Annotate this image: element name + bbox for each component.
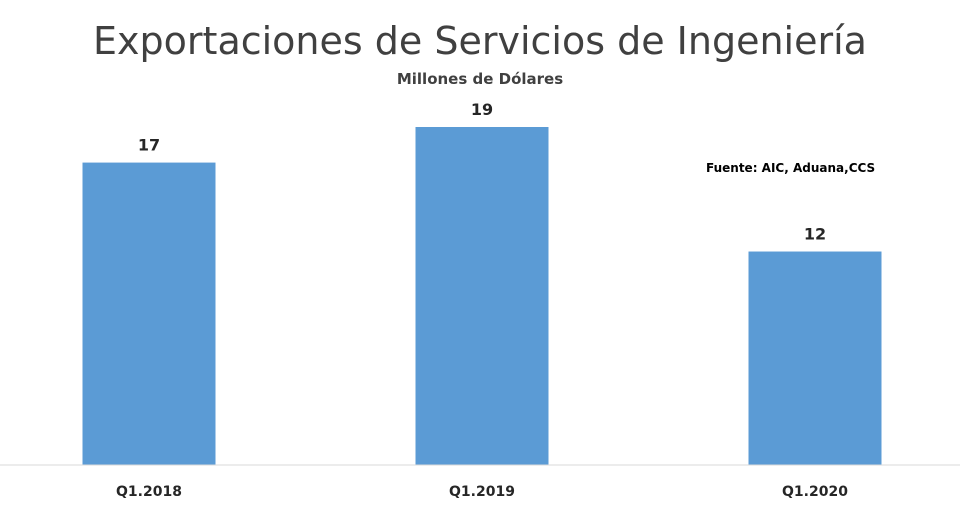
data-label-q1-2019: 19 (471, 100, 493, 119)
x-tick-labels-group: Q1.2018 Q1.2019 Q1.2020 (116, 484, 848, 500)
source-note: Fuente: AIC, Aduana,CCS (706, 161, 875, 175)
x-tick-label-q1-2020: Q1.2020 (782, 484, 848, 500)
data-labels-group: 17 19 12 (138, 100, 826, 244)
x-tick-label-q1-2018: Q1.2018 (116, 484, 182, 500)
chart-title: Exportaciones de Servicios de Ingeniería (93, 19, 867, 63)
bar-q1-2020 (748, 251, 882, 465)
data-label-q1-2018: 17 (138, 136, 160, 155)
bar-q1-2019 (415, 127, 549, 465)
chart-subtitle: Millones de Dólares (397, 70, 563, 88)
data-label-q1-2020: 12 (804, 225, 826, 244)
bars-group (82, 127, 882, 465)
bar-q1-2018 (82, 162, 216, 465)
x-tick-label-q1-2019: Q1.2019 (449, 484, 515, 500)
